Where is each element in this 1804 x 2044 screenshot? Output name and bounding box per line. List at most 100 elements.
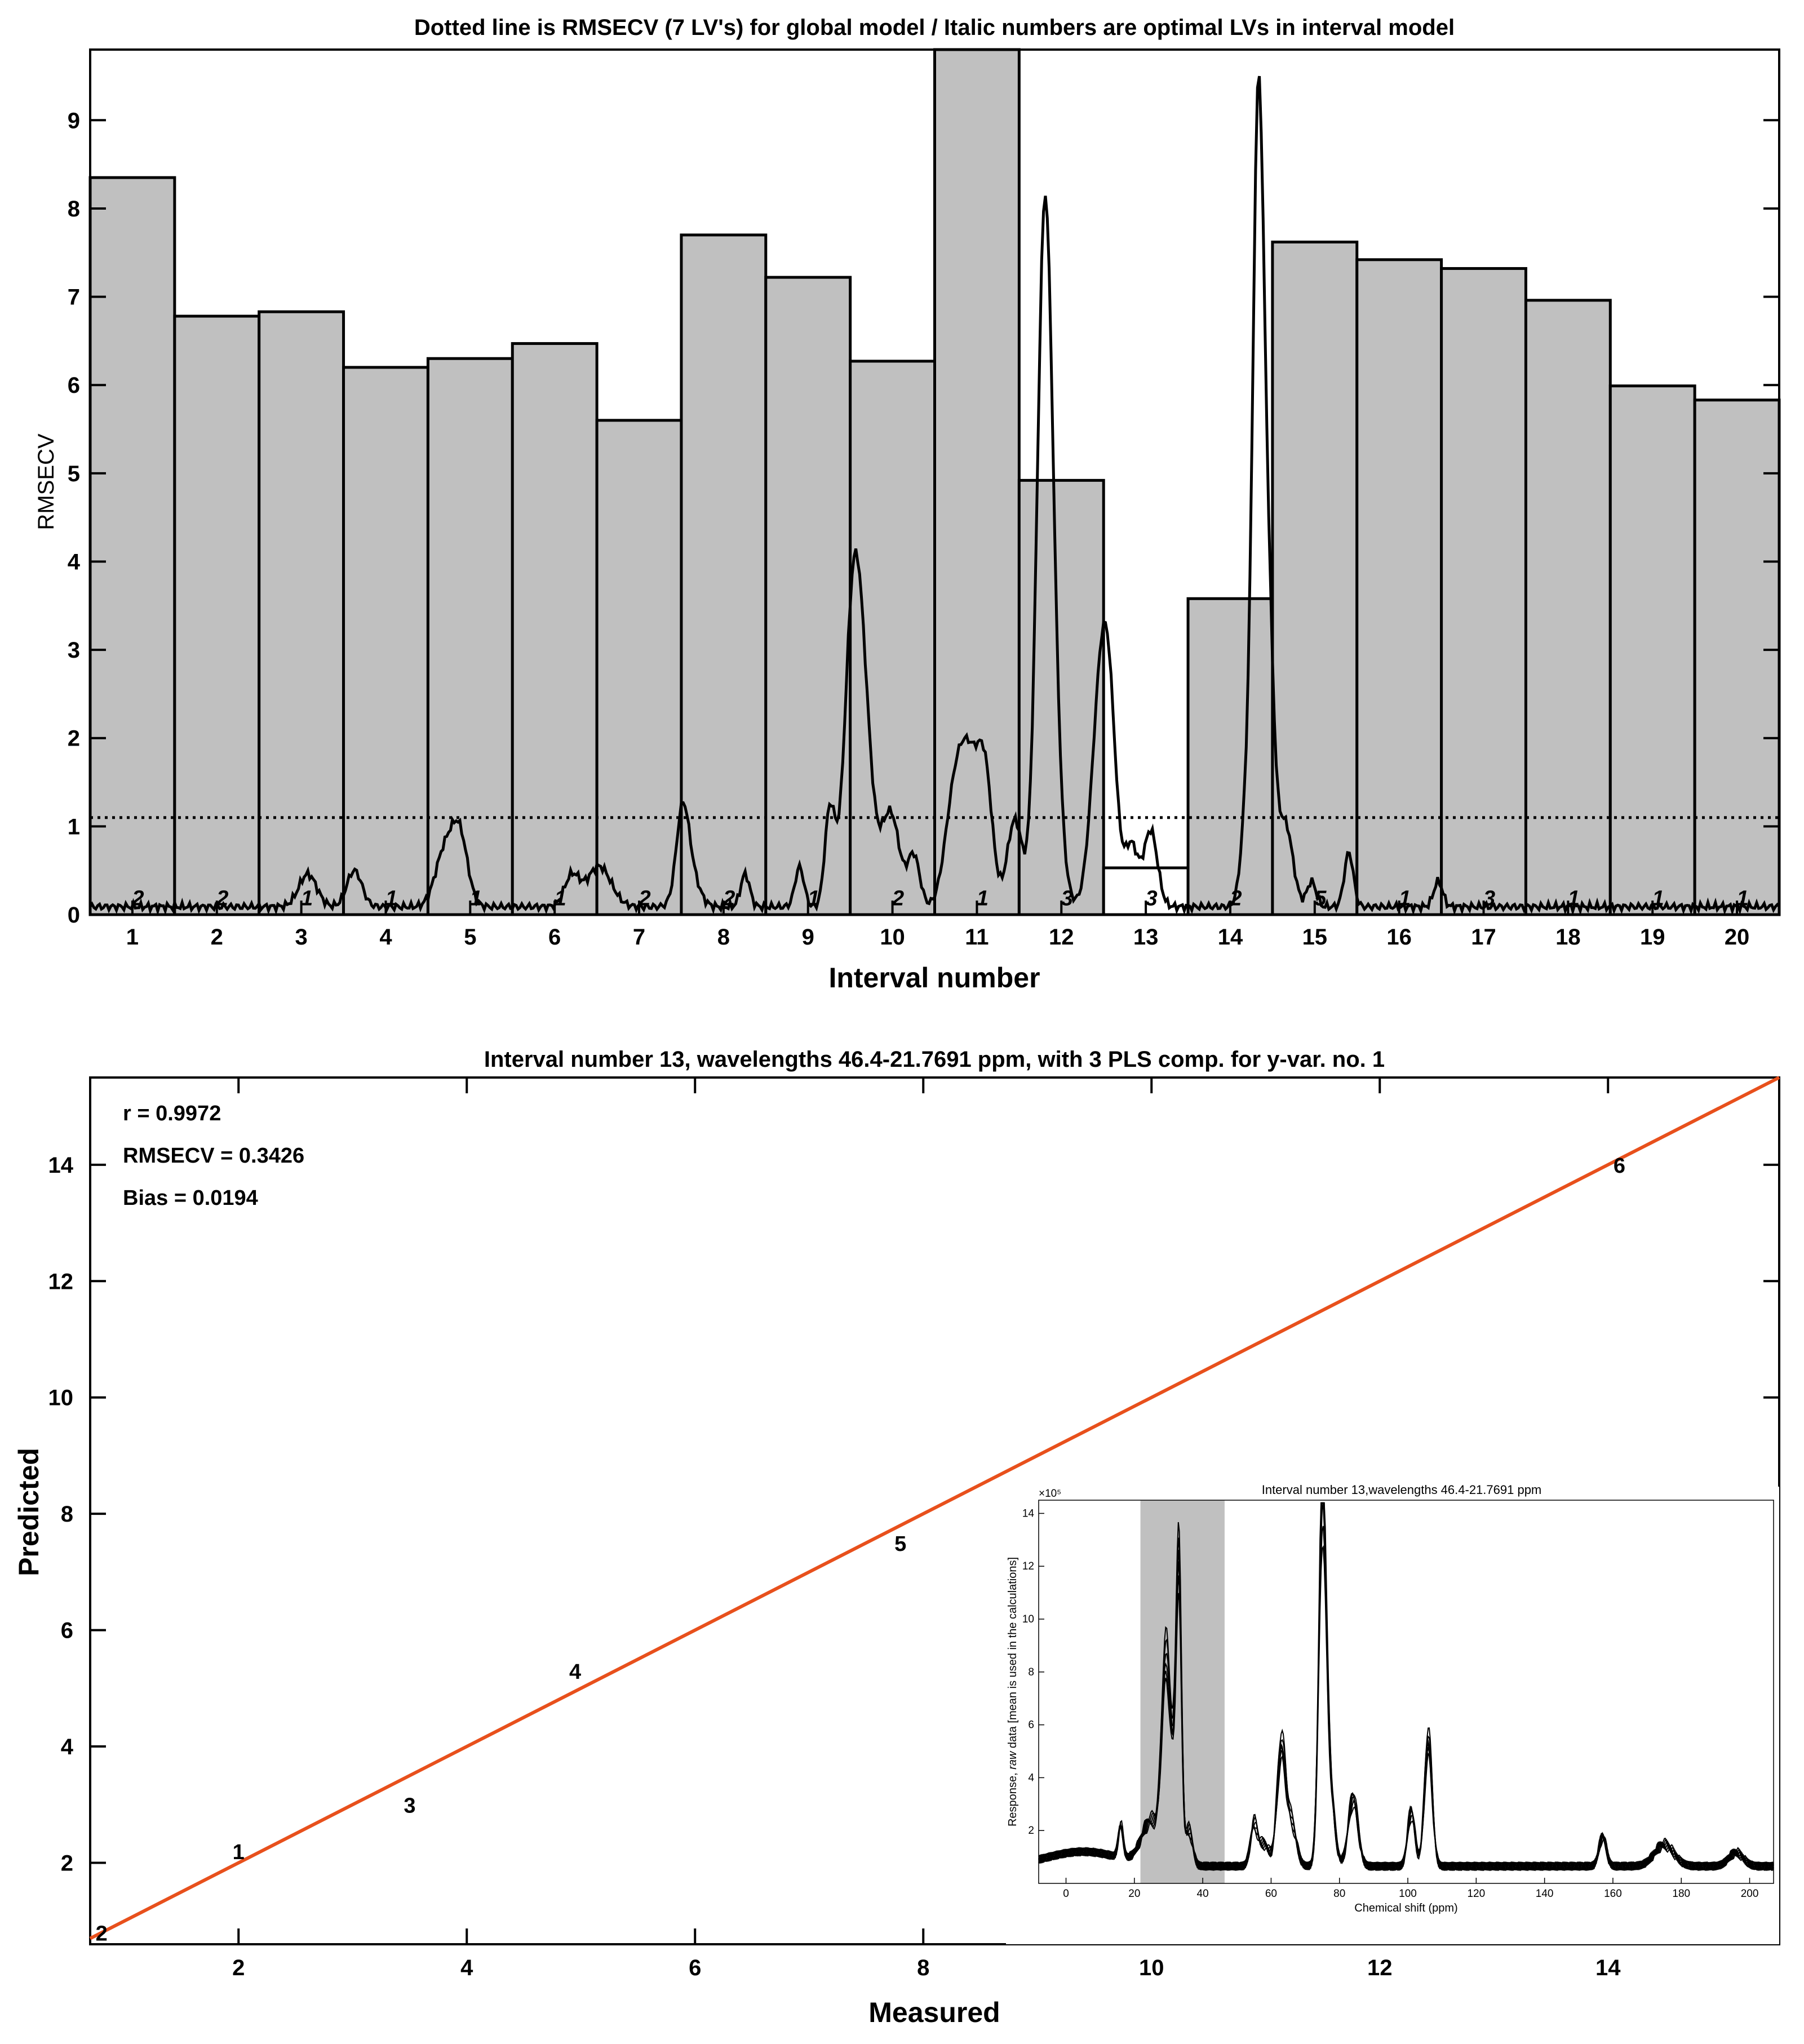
lv-label-interval-18: 1 [1568,886,1580,910]
bottom-x-ticks: 2 4 6 8 10 12 14 [232,1078,1621,1980]
lv-label-interval-9: 1 [808,886,819,910]
bar-interval-11 [933,48,1021,916]
lv-label-interval-4: 1 [385,886,397,910]
top-chart-title: Dotted line is RMSECV (7 LV's) for globa… [414,15,1455,40]
lv-label-interval-6: 1 [555,886,566,910]
bar-interval-14 [1186,597,1274,916]
top-x-tick-label: 16 [1386,925,1412,950]
inset-x-tick-label: 20 [1128,1888,1140,1900]
stat-line-1: r = 0.9972 [123,1102,221,1125]
bar-interval-1 [88,176,176,916]
inset-y-tick-label: 10 [1022,1613,1034,1625]
bottom-x-tick-label: 10 [1139,1956,1164,1980]
bottom-y-tick-label: 2 [61,1851,73,1875]
top-x-tick-label: 1 [126,925,139,950]
lv-label-interval-5: 1 [470,886,482,910]
bottom-y-axis-label: Predicted [13,1448,45,1576]
fit-line [89,1076,1780,1940]
bar-interval-10 [849,360,937,916]
top-x-tick-label: 13 [1133,925,1159,950]
bar-interval-6 [511,342,599,916]
top-x-tick-label: 15 [1302,925,1328,950]
stat-line-2: RMSECV = 0.3426 [123,1144,304,1168]
inset-y-tick-label: 4 [1028,1772,1034,1784]
bar-interval-17 [1440,267,1527,916]
top-y-tick-label: 9 [68,108,80,133]
lv-label-interval-20: 1 [1737,886,1749,910]
top-y-tick-label: 4 [68,549,81,574]
inset-y-tick-label: 6 [1028,1719,1034,1731]
lv-label-interval-7: 2 [638,886,650,910]
top-x-tick-label: 11 [965,925,989,950]
sample-point-5: 5 [894,1532,906,1556]
top-x-tick-label: 20 [1725,925,1750,950]
bottom-x-tick-label: 14 [1595,1956,1621,1980]
lv-label-interval-17: 3 [1483,886,1495,910]
inset-y-tick-label: 2 [1028,1825,1034,1837]
bottom-x-tick-label: 12 [1367,1956,1393,1980]
bar-interval-9 [764,276,852,916]
lv-label-interval-14: 2 [1229,886,1242,910]
inset-x-tick-label: 80 [1333,1888,1345,1900]
top-y-tick-label: 8 [68,197,80,221]
inset-plot-frame [1038,1500,1774,1884]
stat-line-3: Bias = 0.0194 [123,1186,258,1210]
bottom-x-axis-label: Measured [868,1997,1000,2028]
top-y-tick-label: 1 [68,814,80,839]
inset-x-tick-label: 140 [1536,1888,1554,1900]
top-x-tick-label: 17 [1471,925,1496,950]
top-x-tick-label: 19 [1640,925,1665,950]
top-x-tick-label: 4 [379,925,392,950]
top-x-tick-label: 2 [211,925,223,950]
fit-statistics: r = 0.9972 RMSECV = 0.3426 Bias = 0.0194 [123,1102,304,1210]
inset-background [1006,1487,1779,1944]
bar-interval-15 [1271,240,1359,916]
sample-point-4: 4 [569,1660,581,1684]
inset-x-tick-label: 60 [1265,1888,1277,1900]
bar-interval-16 [1355,258,1443,916]
bottom-y-tick-label: 6 [61,1619,73,1643]
inset-title: Interval number 13,wavelengths 46.4-21.7… [1262,1483,1542,1497]
inset-x-tick-label: 0 [1063,1888,1069,1900]
inset-y-axis-label: Response, raw data [mean is used in the … [1007,1557,1019,1826]
lv-label-interval-3: 1 [301,886,313,910]
top-x-tick-label: 14 [1218,925,1243,950]
top-y-axis-label: RMSECV [34,433,59,530]
top-y-tick-label: 0 [68,903,80,928]
top-spectrum [88,76,1780,916]
bottom-x-tick-label: 4 [460,1956,473,1980]
top-x-tick-label: 12 [1049,925,1074,950]
bar-interval-4 [342,366,429,916]
mean-spectrum-line [88,76,1780,916]
top-y-tick-label: 2 [68,726,80,751]
inset-y-tick-label: 14 [1022,1507,1035,1519]
inset-y-ticks: 2 4 6 8 10 12 14 [1022,1507,1044,1837]
top-x-tick-label: 7 [633,925,645,950]
bar-interval-7 [595,419,683,916]
bar-interval-5 [426,357,514,916]
bar-interval-8 [680,233,768,916]
bottom-chart-title: Interval number 13, wavelengths 46.4-21.… [484,1047,1385,1072]
inset-x-tick-label: 200 [1741,1888,1759,1900]
top-x-tick-label: 3 [295,925,308,950]
lv-label-interval-16: 1 [1399,886,1411,910]
bottom-x-tick-label: 2 [232,1956,245,1980]
top-x-tick-label: 8 [717,925,730,950]
inset-x-tick-label: 120 [1467,1888,1485,1900]
top-y-tick-label: 6 [68,373,80,398]
top-x-tick-label: 18 [1555,925,1581,950]
bar-interval-18 [1524,299,1612,916]
lv-label-interval-8: 2 [723,886,735,910]
bottom-y-tick-label: 8 [61,1502,73,1527]
bottom-y-tick-label: 10 [48,1386,74,1411]
optimal-lv-labels: 2 2 1 1 1 1 2 2 1 2 1 3 3 2 5 1 3 1 1 1 [131,886,1748,910]
lv-label-interval-2: 2 [216,886,228,910]
bar-interval-3 [258,310,345,916]
top-x-tick-label: 5 [464,925,476,950]
sample-point-3: 3 [404,1794,415,1817]
top-y-ticks: 0 1 2 3 4 5 6 7 8 9 [68,108,1779,928]
lv-label-interval-10: 2 [892,886,904,910]
